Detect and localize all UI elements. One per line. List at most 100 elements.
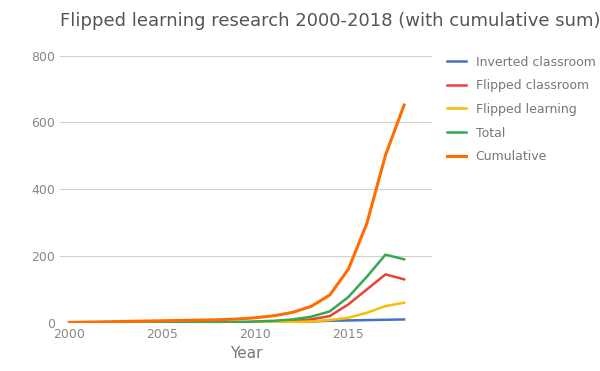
Legend: Inverted classroom, Flipped classroom, Flipped learning, Total, Cumulative: Inverted classroom, Flipped classroom, F… <box>447 56 596 163</box>
Flipped learning <box>307 319 314 324</box>
Cumulative <box>233 317 240 321</box>
Flipped learning <box>196 321 203 325</box>
Cumulative <box>121 319 128 324</box>
Total <box>103 320 110 325</box>
Total <box>178 320 185 325</box>
Flipped classroom <box>214 321 221 325</box>
Line: Total: Total <box>69 255 404 322</box>
Inverted classroom <box>364 318 371 322</box>
Flipped classroom <box>158 321 166 325</box>
Total <box>400 257 407 262</box>
Flipped learning <box>158 321 166 325</box>
Cumulative <box>214 318 221 322</box>
Flipped classroom <box>140 321 147 325</box>
Inverted classroom <box>289 319 296 324</box>
Inverted classroom <box>121 320 128 325</box>
Cumulative <box>289 310 296 315</box>
Total <box>233 320 240 324</box>
Flipped learning <box>65 321 73 325</box>
Flipped learning <box>326 318 333 322</box>
Flipped classroom <box>65 321 73 325</box>
Cumulative <box>140 319 147 323</box>
Inverted classroom <box>326 319 333 323</box>
Cumulative <box>344 267 352 272</box>
Flipped learning <box>344 315 352 320</box>
Flipped learning <box>289 320 296 324</box>
Flipped classroom <box>196 321 203 325</box>
Flipped classroom <box>178 321 185 325</box>
Total <box>196 320 203 325</box>
Cumulative <box>271 313 278 318</box>
Line: Flipped classroom: Flipped classroom <box>69 275 404 323</box>
Flipped classroom <box>364 287 371 292</box>
Flipped learning <box>400 301 407 305</box>
Inverted classroom <box>85 320 92 325</box>
Flipped classroom <box>307 317 314 322</box>
Cumulative <box>158 319 166 323</box>
Total <box>251 319 259 324</box>
Cumulative <box>364 221 371 226</box>
Inverted classroom <box>233 320 240 324</box>
Total <box>158 320 166 325</box>
Cumulative <box>307 304 314 309</box>
Flipped classroom <box>400 277 407 282</box>
Total <box>121 320 128 325</box>
Cumulative <box>178 318 185 323</box>
Inverted classroom <box>271 320 278 324</box>
Total <box>271 319 278 323</box>
Flipped learning <box>251 321 259 325</box>
Inverted classroom <box>196 320 203 325</box>
Flipped classroom <box>382 272 389 277</box>
Total <box>140 320 147 325</box>
Inverted classroom <box>400 317 407 322</box>
Total <box>307 315 314 319</box>
Cumulative <box>103 319 110 324</box>
Flipped classroom <box>251 320 259 324</box>
Flipped learning <box>214 321 221 325</box>
Flipped learning <box>364 311 371 315</box>
Flipped learning <box>271 320 278 325</box>
Cumulative <box>382 153 389 157</box>
Inverted classroom <box>158 320 166 325</box>
Flipped learning <box>103 321 110 325</box>
Line: Cumulative: Cumulative <box>69 105 404 322</box>
Total <box>382 252 389 257</box>
Inverted classroom <box>344 318 352 323</box>
Flipped learning <box>178 321 185 325</box>
Text: Flipped learning research 2000-2018 (with cumulative sum): Flipped learning research 2000-2018 (wit… <box>60 12 600 30</box>
Flipped classroom <box>103 321 110 325</box>
Line: Flipped learning: Flipped learning <box>69 303 404 323</box>
Total <box>289 317 296 322</box>
Inverted classroom <box>140 320 147 325</box>
Flipped classroom <box>271 319 278 324</box>
Flipped classroom <box>121 321 128 325</box>
Total <box>85 320 92 325</box>
Inverted classroom <box>65 320 73 325</box>
Cumulative <box>65 320 73 325</box>
Total <box>326 309 333 313</box>
Inverted classroom <box>251 320 259 324</box>
Flipped classroom <box>233 321 240 325</box>
Flipped classroom <box>289 319 296 323</box>
Inverted classroom <box>307 319 314 324</box>
Line: Inverted classroom: Inverted classroom <box>69 319 404 322</box>
Flipped classroom <box>85 321 92 325</box>
Flipped learning <box>233 321 240 325</box>
Total <box>364 275 371 279</box>
Cumulative <box>400 103 407 107</box>
Cumulative <box>85 320 92 324</box>
Cumulative <box>251 315 259 320</box>
Flipped classroom <box>326 314 333 318</box>
Cumulative <box>326 293 333 297</box>
Inverted classroom <box>178 320 185 325</box>
Flipped learning <box>121 321 128 325</box>
Total <box>65 320 73 325</box>
Flipped learning <box>140 321 147 325</box>
Inverted classroom <box>382 318 389 322</box>
Flipped classroom <box>344 302 352 306</box>
Inverted classroom <box>103 320 110 325</box>
Total <box>344 295 352 299</box>
Total <box>214 320 221 325</box>
Inverted classroom <box>214 320 221 325</box>
Flipped learning <box>382 304 389 308</box>
